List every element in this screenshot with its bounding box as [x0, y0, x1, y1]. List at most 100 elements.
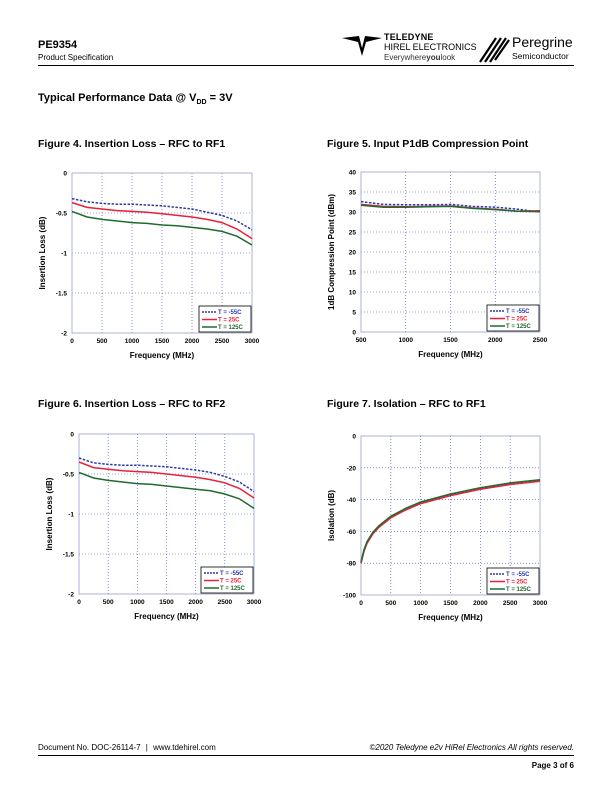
x-tick-label: 0	[77, 599, 81, 606]
plot-frame	[360, 171, 541, 333]
website-link[interactable]: www.tdehirel.com	[153, 743, 216, 752]
y-tick-label: -1.5	[56, 291, 68, 298]
x-tick-label: 2000	[185, 338, 200, 345]
section-title: Typical Performance Data @ VDD = 3V	[38, 92, 233, 106]
peregrine-logo-sub: Semiconductor	[512, 51, 569, 61]
legend-label: T = 125C	[506, 587, 532, 593]
y-tick-label: 35	[349, 190, 357, 197]
peregrine-logo-icon	[479, 37, 510, 63]
legend-label: T = 125C	[220, 586, 246, 592]
teledyne-logo-icon	[342, 36, 382, 56]
footer-rule	[38, 755, 574, 756]
legend-label: T = 25C	[506, 580, 528, 586]
tagline-part: Everywhere	[384, 53, 427, 62]
series-line-t-125c	[360, 478, 541, 562]
x-tick-label: 1500	[159, 599, 174, 606]
y-tick-label: 10	[349, 290, 357, 297]
document-type: Product Specification	[38, 53, 114, 62]
x-tick-label: 2500	[503, 600, 518, 607]
tagline-part: look	[440, 53, 456, 62]
figure-4-title: Figure 4. Insertion Loss – RFC to RF1	[38, 138, 226, 150]
y-tick-label: 0	[63, 171, 67, 178]
y-tick-label: 15	[349, 270, 357, 277]
tagline-bold: you	[426, 53, 441, 62]
x-tick-label: 1000	[413, 600, 428, 607]
y-tick-label: -60	[347, 529, 357, 536]
x-tick-label: 1500	[443, 600, 458, 607]
chart-svg: 0 500 1000 1500 2000 2500 3000 0 -0.5 -1 -1.5 -2 T =…	[38, 171, 260, 361]
section-title-subscript: DD	[196, 99, 207, 107]
y-tick-label: 30	[349, 210, 357, 217]
y-tick-label: -2	[68, 592, 74, 599]
section-title-text: Typical Performance Data @ V	[38, 92, 197, 104]
y-tick-label: -0.5	[63, 472, 75, 479]
document-number: Document No. DOC-26114-7	[38, 743, 141, 752]
x-axis-label: Frequency (MHz)	[418, 613, 483, 622]
y-tick-label: -1	[68, 512, 74, 519]
y-tick-label: 5	[352, 310, 356, 317]
legend-label: T = 125C	[506, 324, 532, 330]
teledyne-logo-name: TELEDYNE	[384, 32, 434, 42]
y-tick-label: -20	[347, 465, 357, 472]
y-tick-label: -80	[347, 561, 357, 568]
series-line-t-55c	[78, 457, 255, 493]
chart-svg: 0 500 1000 1500 2000 2500 3000 0 -20 -40 -60 -80 -10…	[327, 434, 548, 623]
x-tick-label: 2500	[533, 337, 548, 344]
peregrine-logo-name: Peregrine	[512, 34, 573, 50]
x-tick-label: 1000	[399, 337, 414, 344]
x-tick-label: 500	[356, 337, 367, 344]
x-tick-label: 500	[97, 338, 108, 345]
section-title-text: = 3V	[206, 92, 233, 104]
chart-svg: 0 500 1000 1500 2000 2500 3000 0 -0.5 -1 -1.5 -2 T =…	[45, 432, 262, 622]
x-tick-label: 3000	[247, 599, 262, 606]
x-tick-label: 2500	[215, 338, 230, 345]
x-tick-label: 0	[70, 338, 74, 345]
legend-label: T = -55C	[506, 572, 530, 578]
x-tick-label: 2000	[473, 600, 488, 607]
series-line-t-55c	[360, 200, 541, 213]
y-axis-label: Isolation (dB)	[327, 490, 336, 541]
y-tick-label: 0	[352, 330, 356, 337]
series-line-t-25c	[78, 461, 255, 499]
footer-left: Document No. DOC-26114-7 | www.tdehirel.…	[38, 743, 216, 752]
series-line-t-55c	[71, 197, 253, 231]
x-tick-label: 2000	[488, 337, 503, 344]
x-tick-label: 3000	[533, 600, 548, 607]
x-tick-label: 1000	[130, 599, 145, 606]
y-tick-label: -2	[61, 331, 67, 338]
figure-7-chart: 0 500 1000 1500 2000 2500 3000 0 -20 -40 -60 -80 -10…	[316, 426, 550, 640]
legend-label: T = -55C	[506, 309, 530, 315]
plot-frame	[71, 172, 253, 334]
y-tick-label: 0	[70, 432, 74, 439]
plot-frame	[360, 435, 541, 596]
chart-svg: 500 1000 1500 2000 2500 0 5 10 15 20 25 30 35 40 T = -…	[327, 170, 548, 360]
y-tick-label: -0.5	[56, 211, 68, 218]
series-line-t-125c	[71, 210, 253, 246]
x-axis-label: Frequency (MHz)	[134, 612, 199, 621]
figure-6-title: Figure 6. Insertion Loss – RFC to RF2	[38, 398, 226, 410]
figure-6-chart: 0 500 1000 1500 2000 2500 3000 0 -0.5 -1 -1.5 -2 T =…	[34, 424, 264, 639]
legend-label: T = -55C	[220, 571, 244, 577]
legend-label: T = 25C	[506, 317, 528, 323]
y-axis-label: Insertion Loss (dB)	[45, 477, 54, 550]
teledyne-logo-sub: HIREL ELECTRONICS	[384, 42, 477, 52]
part-number: PE9354	[38, 39, 78, 51]
series-line-t-125c	[360, 204, 541, 213]
x-tick-label: 500	[103, 599, 114, 606]
x-axis-label: Frequency (MHz)	[418, 350, 483, 359]
x-axis-label: Frequency (MHz)	[130, 351, 195, 360]
x-tick-label: 1500	[155, 338, 170, 345]
teledyne-tagline: Everywhereyoulook	[384, 53, 455, 62]
legend-label: T = 25C	[218, 318, 240, 324]
figure-7-title: Figure 7. Isolation – RFC to RF1	[327, 398, 486, 410]
figure-5-title: Figure 5. Input P1dB Compression Point	[327, 138, 529, 150]
x-tick-label: 1000	[125, 338, 140, 345]
x-tick-label: 2500	[218, 599, 233, 606]
y-tick-label: -40	[347, 497, 357, 504]
figure-5-chart: 500 1000 1500 2000 2500 0 5 10 15 20 25 30 35 40 T = -…	[316, 162, 550, 377]
copyright: ©2020 Teledyne e2v HiRel Electronics All…	[369, 743, 574, 752]
legend-label: T = 125C	[218, 325, 244, 331]
series-line-t-25c	[71, 201, 253, 240]
y-tick-label: -1.5	[63, 552, 75, 559]
